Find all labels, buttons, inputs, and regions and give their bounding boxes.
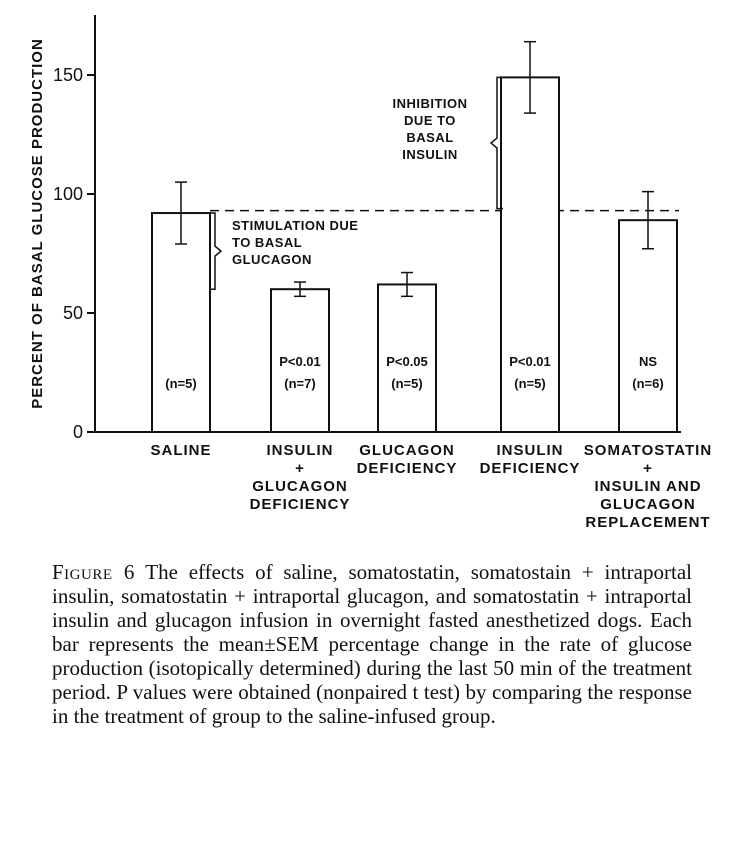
p-value-label: NS (639, 354, 657, 369)
figure-caption: Figure 6 The effects of saline, somatost… (52, 560, 692, 728)
category-label: DEFICIENCY (357, 460, 458, 477)
category-label: SALINE (150, 442, 211, 459)
caption-label: Figure 6 (52, 560, 135, 584)
category-label: GLUCAGON (600, 496, 696, 513)
stimulation-annotation: TO BASAL (232, 235, 302, 250)
inhibition-annotation: INHIBITION (392, 96, 467, 111)
inhibition-annotation: BASAL (406, 130, 453, 145)
y-tick-label: 50 (63, 303, 83, 323)
y-tick-label: 0 (73, 422, 83, 442)
category-label: REPLACEMENT (585, 514, 710, 531)
n-label: (n=6) (632, 376, 663, 391)
stimulation-brace (209, 212, 223, 290)
n-label: (n=7) (284, 376, 315, 391)
stimulation-annotation: GLUCAGON (232, 252, 312, 267)
inhibition-brace (489, 76, 503, 210)
bar (151, 212, 211, 433)
y-axis-label: PERCENT OF BASAL GLUCOSE PRODUCTION (29, 38, 46, 409)
y-tick-label: 150 (53, 65, 83, 85)
bar-chart: 0 50 100 150 PERCENT OF BASAL GLUCOSE PRODUC… (29, 15, 712, 531)
category-label: DEFICIENCY (480, 460, 581, 477)
category-label: INSULIN AND (594, 478, 701, 495)
category-label: DEFICIENCY (250, 496, 351, 513)
p-value-label: P<0.05 (386, 354, 428, 369)
p-value-label: P<0.01 (509, 354, 551, 369)
category-label: + (643, 460, 653, 477)
category-label: INSULIN (497, 442, 564, 459)
category-label: + (295, 460, 305, 477)
n-label: (n=5) (391, 376, 422, 391)
p-value-label: P<0.01 (279, 354, 321, 369)
inhibition-annotation: DUE TO (404, 113, 456, 128)
stimulation-annotation: STIMULATION DUE (232, 218, 358, 233)
category-label: SOMATOSTATIN (584, 442, 712, 459)
category-label: GLUCAGON (252, 478, 348, 495)
n-label: (n=5) (165, 376, 196, 391)
bar (618, 219, 678, 433)
caption-text: The effects of saline, somatostatin, som… (52, 560, 692, 728)
category-label: GLUCAGON (359, 442, 455, 459)
bar (500, 76, 560, 433)
n-label: (n=5) (514, 376, 545, 391)
y-tick-label: 100 (53, 184, 83, 204)
category-label: INSULIN (267, 442, 334, 459)
inhibition-annotation: INSULIN (402, 147, 458, 162)
